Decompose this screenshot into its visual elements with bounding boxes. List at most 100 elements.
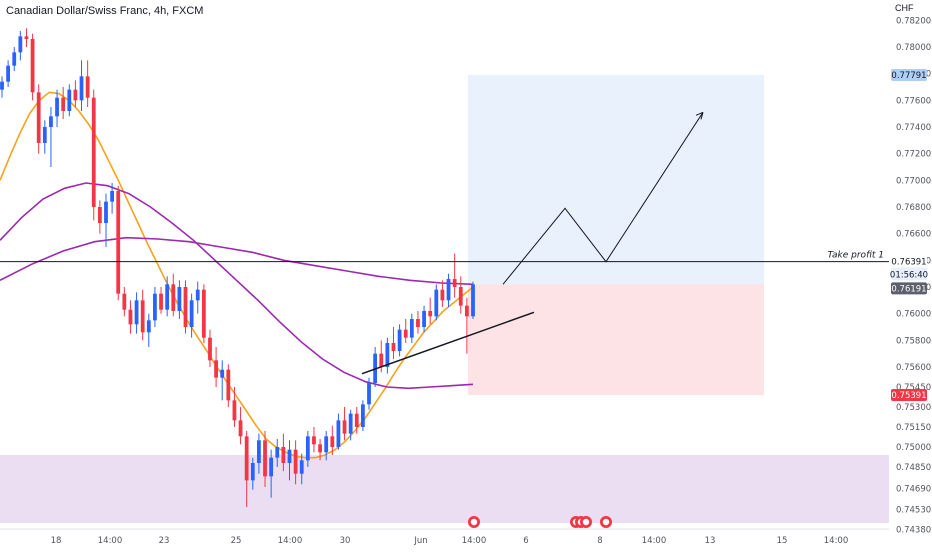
candle[interactable] <box>250 457 255 490</box>
candle[interactable] <box>440 280 445 307</box>
candle[interactable] <box>110 183 115 214</box>
candle[interactable] <box>299 453 304 485</box>
candle[interactable] <box>61 87 66 119</box>
candle[interactable] <box>220 360 225 401</box>
candle-body <box>397 329 402 351</box>
candle[interactable] <box>269 449 274 498</box>
candle[interactable] <box>49 107 53 167</box>
stop-price-tag-bg <box>891 389 927 401</box>
candle[interactable] <box>324 431 329 461</box>
candle[interactable] <box>336 413 341 450</box>
candle[interactable] <box>165 276 170 317</box>
candle[interactable] <box>244 431 249 507</box>
candle[interactable] <box>195 281 200 314</box>
candle[interactable] <box>24 28 29 47</box>
candle-body <box>122 293 127 310</box>
candle[interactable] <box>354 407 359 434</box>
candle[interactable] <box>318 439 322 461</box>
price-tick-label: 0.77200 <box>896 150 931 160</box>
candle-body <box>104 201 108 223</box>
time-tick-label: 8 <box>597 536 602 546</box>
candle[interactable] <box>55 89 59 127</box>
ma-long-line <box>0 236 474 286</box>
candle[interactable] <box>116 185 121 301</box>
candle[interactable] <box>12 47 17 71</box>
candle[interactable] <box>385 337 390 374</box>
candle[interactable] <box>177 280 182 319</box>
candle[interactable] <box>6 60 11 87</box>
candle[interactable] <box>257 433 261 474</box>
candle[interactable] <box>36 84 41 154</box>
candle[interactable] <box>348 409 353 441</box>
candle[interactable] <box>171 273 176 317</box>
candle[interactable] <box>67 84 72 117</box>
candle[interactable] <box>232 387 237 427</box>
position-profit-zone[interactable] <box>468 75 764 285</box>
candle[interactable] <box>183 280 188 334</box>
candle[interactable] <box>226 364 231 407</box>
candle[interactable] <box>312 427 316 453</box>
candle[interactable] <box>293 440 298 485</box>
candle-body <box>275 447 280 458</box>
candle[interactable] <box>330 425 335 455</box>
candle[interactable] <box>140 289 145 341</box>
event-marker[interactable] <box>580 516 592 528</box>
candle[interactable] <box>214 347 218 387</box>
candle[interactable] <box>434 284 439 321</box>
candle[interactable] <box>464 297 469 354</box>
candle[interactable] <box>342 407 347 441</box>
candle[interactable] <box>305 431 310 467</box>
candle[interactable] <box>128 300 133 334</box>
trendline[interactable] <box>361 311 535 375</box>
candle[interactable] <box>42 120 47 154</box>
candle[interactable] <box>153 287 157 327</box>
candle[interactable] <box>281 433 286 471</box>
candle-body <box>67 89 72 111</box>
event-marker[interactable] <box>600 516 612 528</box>
candle[interactable] <box>30 33 35 101</box>
candle[interactable] <box>97 200 102 234</box>
candle-body <box>30 39 35 93</box>
candle[interactable] <box>428 297 433 325</box>
candle[interactable] <box>134 292 139 334</box>
countdown-tag: 01:56:40 <box>890 270 928 280</box>
candle[interactable] <box>397 324 402 357</box>
candle[interactable] <box>471 281 475 319</box>
candle[interactable] <box>18 31 23 61</box>
candle[interactable] <box>189 293 194 338</box>
position-loss-zone[interactable] <box>468 284 764 395</box>
target-price-tag: 0.77791 <box>891 71 926 81</box>
candle[interactable] <box>275 439 280 467</box>
candle[interactable] <box>0 76 4 98</box>
candle[interactable] <box>79 60 84 111</box>
candle[interactable] <box>360 400 365 431</box>
candle[interactable] <box>91 89 96 221</box>
candle[interactable] <box>263 431 267 487</box>
candle[interactable] <box>238 407 243 445</box>
candle[interactable] <box>287 440 292 481</box>
candle[interactable] <box>458 276 463 314</box>
candle-body <box>299 460 304 474</box>
candle[interactable] <box>201 284 206 343</box>
candle[interactable] <box>446 273 451 307</box>
candle[interactable] <box>416 311 420 334</box>
candle-body <box>452 279 457 287</box>
candle[interactable] <box>122 287 127 317</box>
projected-path[interactable] <box>502 112 704 285</box>
candle[interactable] <box>85 60 90 107</box>
candle[interactable] <box>146 313 151 347</box>
candle[interactable] <box>452 253 457 298</box>
candle[interactable] <box>391 327 396 359</box>
candle[interactable] <box>422 305 426 333</box>
event-marker[interactable] <box>468 516 480 528</box>
candle[interactable] <box>403 319 408 343</box>
candle[interactable] <box>409 313 414 343</box>
candle[interactable] <box>104 193 108 247</box>
candle[interactable] <box>73 80 78 107</box>
candle[interactable] <box>159 287 163 314</box>
candle[interactable] <box>367 377 371 410</box>
candle[interactable] <box>208 329 212 367</box>
candle[interactable] <box>373 347 378 387</box>
